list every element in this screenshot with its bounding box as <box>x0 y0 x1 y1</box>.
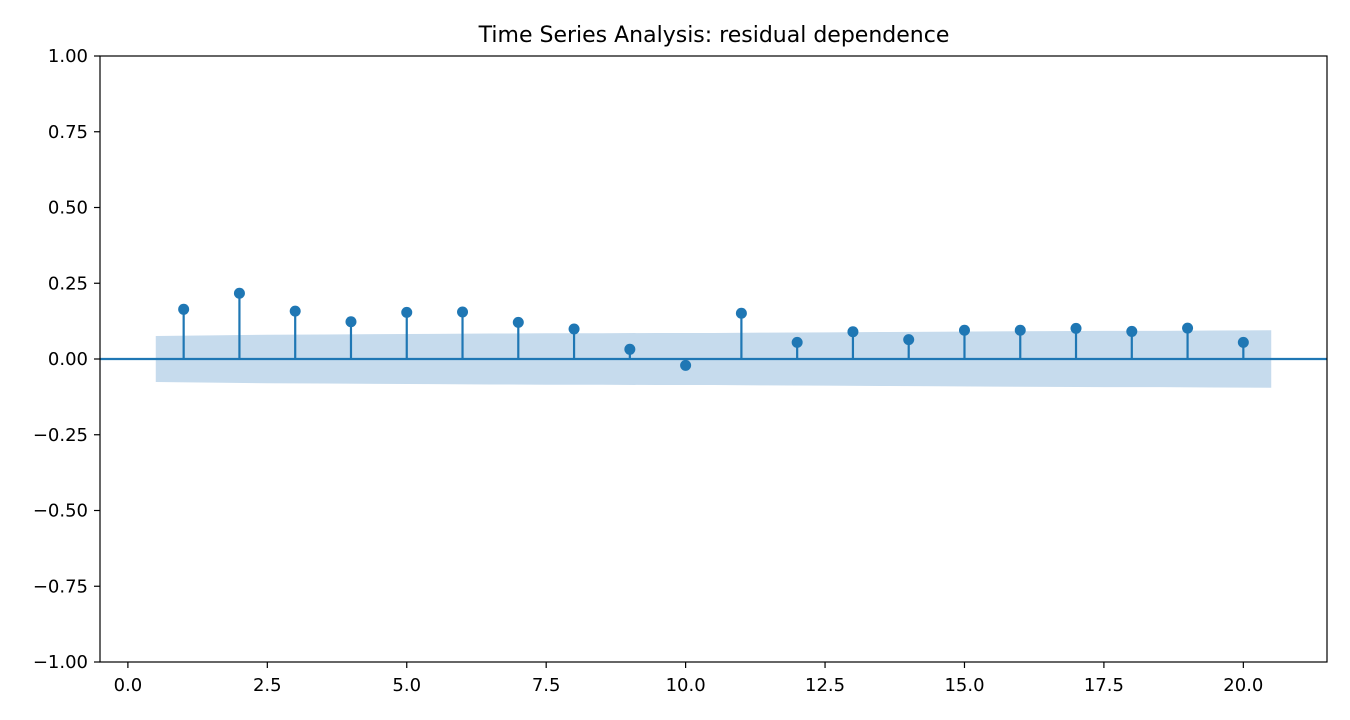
y-tick-label: 0.75 <box>48 122 88 143</box>
plot-area <box>99 55 1328 663</box>
y-tick-label: −0.75 <box>33 576 88 597</box>
y-tick-label: 0.00 <box>48 349 88 370</box>
stem-marker <box>289 305 301 317</box>
x-tick-label: 2.5 <box>253 675 282 696</box>
stem-marker <box>401 306 413 318</box>
chart-title: Time Series Analysis: residual dependenc… <box>478 23 950 48</box>
x-tick-label: 0.0 <box>114 675 143 696</box>
stem-marker <box>680 359 692 371</box>
stem-marker <box>568 323 580 335</box>
stem-marker <box>233 287 245 299</box>
stem-marker <box>345 316 357 328</box>
y-tick-label: −0.25 <box>33 425 88 446</box>
stem-marker <box>457 306 469 318</box>
stem-marker <box>512 316 524 328</box>
x-tick-label: 12.5 <box>805 675 845 696</box>
x-tick-label: 20.0 <box>1223 675 1263 696</box>
stem-marker <box>958 324 970 336</box>
y-tick-label: 0.50 <box>48 198 88 219</box>
x-tick-label: 7.5 <box>532 675 561 696</box>
y-tick-label: −0.50 <box>33 501 88 522</box>
stem-marker <box>847 326 859 338</box>
stem-marker <box>1070 322 1082 334</box>
stem-marker <box>1237 336 1249 348</box>
x-tick-label: 5.0 <box>392 675 421 696</box>
stem-marker <box>735 307 747 319</box>
stem-marker <box>1182 322 1194 334</box>
x-tick-label: 17.5 <box>1084 675 1124 696</box>
y-tick-label: 0.25 <box>48 273 88 294</box>
x-tick-label: 15.0 <box>944 675 984 696</box>
x-tick-label: 10.0 <box>666 675 706 696</box>
stem-marker <box>903 334 915 346</box>
stem-marker <box>791 336 803 348</box>
y-axis: −1.00 −0.75 −0.50 −0.25 0.00 0.25 0.50 0.75 1.00 <box>33 46 100 673</box>
x-axis: 0.0 2.5 5.0 7.5 10.0 12.5 15.0 17.5 20.0 <box>114 662 1263 696</box>
y-tick-label: −1.00 <box>33 652 88 673</box>
stem-marker <box>624 343 636 355</box>
stem-marker <box>1126 325 1138 337</box>
stem-marker <box>1014 324 1026 336</box>
stem-marker <box>178 303 190 315</box>
y-tick-label: 1.00 <box>48 46 88 67</box>
